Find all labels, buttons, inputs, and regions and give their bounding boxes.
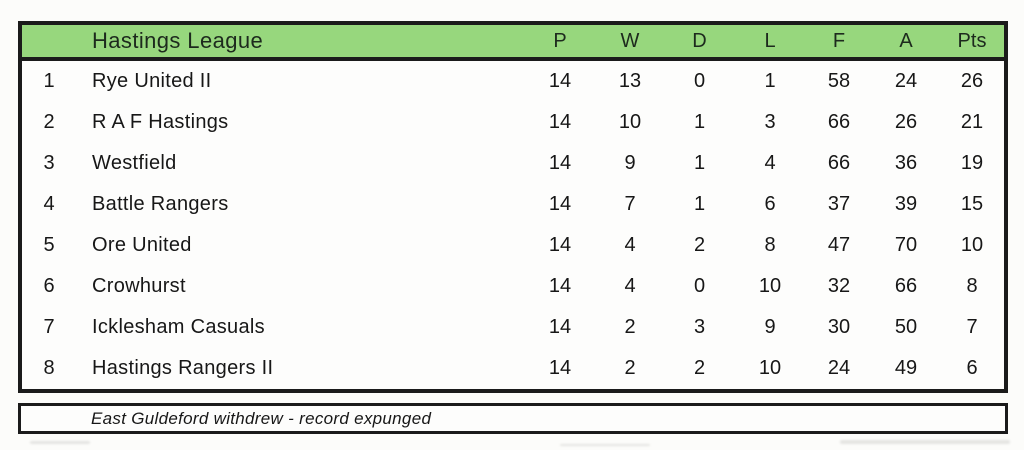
- stat-won: 4: [624, 234, 636, 256]
- stat-points: 26: [960, 70, 984, 92]
- stat-goals-against: 39: [894, 193, 918, 215]
- stat-played: 14: [548, 193, 572, 215]
- team-name: Rye United II: [92, 70, 212, 92]
- team-name: Battle Rangers: [92, 193, 229, 215]
- team-name: Crowhurst: [92, 275, 186, 297]
- stat-goals-against: 24: [894, 70, 918, 92]
- stat-played: 14: [548, 70, 572, 92]
- stat-lost: 10: [758, 357, 782, 379]
- table-row: 6 Crowhurst 14 4 0 10 32 66 8: [22, 266, 1004, 307]
- stat-points: 10: [960, 234, 984, 256]
- column-header-played: P: [553, 29, 567, 52]
- league-table: Hastings League P W D L F A Pts 1 Rye Un…: [18, 21, 1008, 393]
- footnote-box: East Guldeford withdrew - record expunge…: [18, 403, 1008, 434]
- column-header-points: Pts: [957, 29, 987, 52]
- stat-points: 8: [966, 275, 978, 297]
- team-position: 2: [43, 111, 55, 133]
- column-header-goals-for: F: [832, 29, 846, 52]
- stat-drawn: 1: [693, 111, 706, 133]
- team-position: 5: [43, 234, 55, 256]
- stat-points: 19: [960, 152, 984, 174]
- team-position: 4: [43, 193, 55, 215]
- stat-points: 6: [966, 357, 978, 379]
- table-row: 1 Rye United II 14 13 0 1 58 24 26: [22, 61, 1004, 102]
- scan-artifact: [840, 440, 1010, 444]
- stat-played: 14: [548, 234, 572, 256]
- team-position: 6: [43, 275, 55, 297]
- team-name: R A F Hastings: [92, 111, 229, 133]
- stat-lost: 10: [758, 275, 782, 297]
- stat-goals-for: 32: [827, 275, 851, 297]
- stat-points: 7: [966, 316, 978, 338]
- stat-won: 10: [618, 111, 642, 133]
- team-name: Westfield: [92, 152, 177, 174]
- stat-drawn: 2: [693, 357, 706, 379]
- stat-lost: 6: [764, 193, 776, 215]
- scan-artifact: [560, 444, 650, 446]
- column-header-lost: L: [764, 29, 776, 52]
- stat-drawn: 1: [693, 193, 706, 215]
- stat-lost: 1: [764, 70, 776, 92]
- stat-drawn: 1: [693, 152, 706, 174]
- stat-goals-for: 66: [827, 152, 851, 174]
- table-row: 3 Westfield 14 9 1 4 66 36 19: [22, 143, 1004, 184]
- team-position: 7: [43, 316, 55, 338]
- stat-goals-for: 47: [827, 234, 851, 256]
- stat-goals-against: 50: [894, 316, 918, 338]
- stat-goals-against: 36: [894, 152, 918, 174]
- stat-played: 14: [548, 316, 572, 338]
- league-title: Hastings League: [92, 28, 264, 53]
- stat-points: 15: [960, 193, 984, 215]
- team-position: 1: [43, 70, 55, 92]
- table-row: 8 Hastings Rangers II 14 2 2 10 24 49 6: [22, 348, 1004, 389]
- team-position: 3: [43, 152, 55, 174]
- stat-drawn: 0: [693, 275, 706, 297]
- stat-goals-against: 70: [894, 234, 918, 256]
- table-row: 7 Icklesham Casuals 14 2 3 9 30 50 7: [22, 307, 1004, 348]
- team-name: Icklesham Casuals: [92, 316, 265, 338]
- table-header: Hastings League P W D L F A Pts: [22, 25, 1004, 61]
- stat-lost: 3: [764, 111, 776, 133]
- stat-played: 14: [548, 152, 572, 174]
- team-name: Hastings Rangers II: [92, 357, 274, 379]
- stat-goals-for: 30: [827, 316, 851, 338]
- stat-goals-against: 26: [894, 111, 918, 133]
- stat-goals-for: 24: [827, 357, 851, 379]
- stat-played: 14: [548, 111, 572, 133]
- stat-goals-against: 49: [894, 357, 918, 379]
- table-body: 1 Rye United II 14 13 0 1 58 24 26 2 R A…: [22, 61, 1004, 389]
- stat-drawn: 3: [693, 316, 706, 338]
- stat-lost: 4: [764, 152, 776, 174]
- stat-goals-for: 58: [827, 70, 851, 92]
- stat-goals-for: 66: [827, 111, 851, 133]
- stat-goals-against: 66: [894, 275, 918, 297]
- stat-drawn: 0: [693, 70, 706, 92]
- stat-goals-for: 37: [827, 193, 851, 215]
- stat-played: 14: [548, 275, 572, 297]
- table-row: 4 Battle Rangers 14 7 1 6 37 39 15: [22, 184, 1004, 225]
- stat-won: 7: [624, 193, 636, 215]
- stat-won: 2: [624, 316, 636, 338]
- stat-lost: 9: [764, 316, 776, 338]
- stat-won: 13: [618, 70, 642, 92]
- stat-played: 14: [548, 357, 572, 379]
- stat-points: 21: [960, 111, 984, 133]
- footnote-text: East Guldeford withdrew - record expunge…: [91, 408, 432, 428]
- stat-won: 9: [624, 152, 636, 174]
- stat-drawn: 2: [693, 234, 706, 256]
- column-header-drawn: D: [692, 29, 707, 52]
- stat-won: 4: [624, 275, 636, 297]
- table-row: 2 R A F Hastings 14 10 1 3 66 26 21: [22, 102, 1004, 143]
- column-header-goals-against: A: [899, 29, 913, 52]
- team-position: 8: [43, 357, 55, 379]
- stat-won: 2: [624, 357, 636, 379]
- table-row: 5 Ore United 14 4 2 8 47 70 10: [22, 225, 1004, 266]
- column-header-won: W: [620, 29, 640, 52]
- stat-lost: 8: [764, 234, 776, 256]
- scan-artifact: [30, 441, 90, 444]
- team-name: Ore United: [92, 234, 192, 256]
